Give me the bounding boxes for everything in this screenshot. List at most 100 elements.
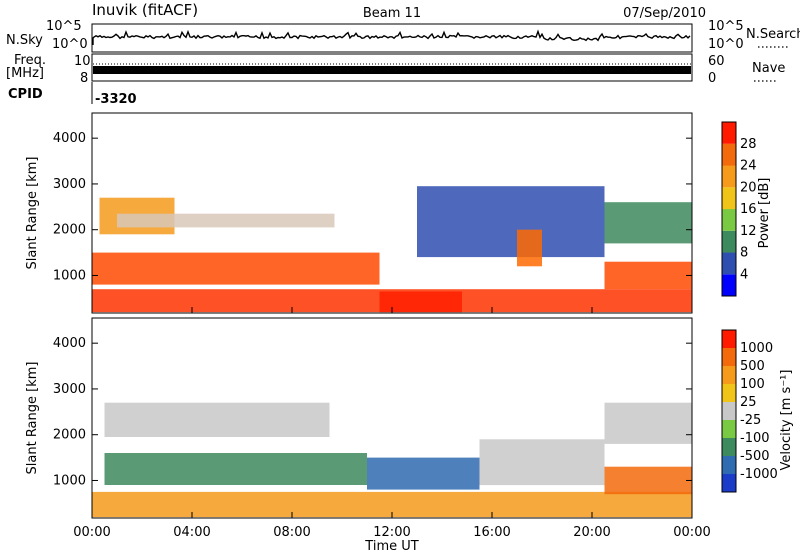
velocity-xtick-label-6: 00:00: [673, 525, 710, 540]
velocity-colorbar-label: Velocity [m s⁻¹]: [779, 370, 794, 471]
velocity-colorbar-tick-0: 1000: [740, 341, 773, 356]
power-ytick-label-2: 3000: [53, 177, 86, 192]
power-xaxis: [91, 307, 693, 313]
date-label: 07/Sep/2010: [623, 6, 706, 21]
velocity-ytick-label-0: 1000: [53, 473, 86, 488]
velocity-band-6: [604, 402, 692, 444]
power-colorbar-tick-5: 24: [740, 159, 757, 174]
nsky-tick-low: 10^0: [52, 37, 88, 52]
freq-unit-label: [MHz]: [6, 66, 44, 81]
velocity-xaxis: 00:00 04:00 08:00 12:00 16:00 20:00 00:00: [73, 512, 711, 540]
nsearch-label: N.Search: [746, 27, 800, 42]
freq-frame: [91, 53, 693, 82]
power-yaxis: 1000 2000 3000 4000: [53, 131, 692, 283]
velocity-band-2: [104, 402, 330, 437]
velocity-colorbar-frame: [721, 329, 737, 493]
velocity-xtick-label-4: 16:00: [473, 525, 510, 540]
power-colorbar-frame: [721, 121, 737, 297]
power-ylabel: Slant Range [km]: [25, 157, 40, 270]
velocity-colorbar-tick-7: -1000: [740, 467, 778, 482]
velocity-band-3: [367, 457, 480, 490]
nsearch-tick-high: 10^5: [708, 19, 744, 34]
power-colorbar-swatch-1: [722, 252, 736, 275]
velocity-colorbar-swatch-2: [722, 438, 736, 456]
velocity-colorbar-tick-5: -100: [740, 431, 770, 446]
power-band-1: [92, 252, 380, 285]
nave-label: Nave: [752, 61, 785, 76]
power-data: [92, 186, 692, 313]
power-colorbar: 4 8 12 16 20 24 28: [721, 121, 757, 297]
velocity-band-1: [104, 453, 367, 485]
beam-label: Beam 11: [363, 6, 421, 21]
freq-label: Freq.: [14, 53, 46, 68]
freq-tick-low: 8: [80, 71, 88, 86]
power-band-4: [379, 291, 462, 313]
nsky-trace: [92, 29, 691, 45]
power-ytick-label-3: 4000: [53, 131, 86, 146]
velocity-colorbar-tick-4: -25: [740, 413, 761, 428]
velocity-data: [92, 402, 692, 518]
power-colorbar-tick-1: 8: [740, 246, 748, 261]
power-colorbar-swatch-6: [722, 143, 736, 166]
velocity-xtick-label-2: 08:00: [273, 525, 310, 540]
velocity-colorbar-tick-1: 500: [740, 359, 765, 374]
power-colorbar-tick-6: 28: [740, 137, 757, 152]
nsearch-tick-low: 10^0: [708, 37, 744, 52]
velocity-colorbar-tick-3: 25: [740, 395, 757, 410]
velocity-yaxis: 1000 2000 3000 4000: [53, 336, 692, 488]
velocity-band-4: [479, 439, 605, 486]
velocity-colorbar-swatch-1: [722, 456, 736, 474]
power-band-3: [117, 213, 335, 228]
xaxis-label: Time UT: [364, 539, 418, 554]
nave-tick-high: 60: [708, 54, 725, 69]
power-band-7: [604, 202, 692, 244]
power-panel: 1000 2000 3000 4000 Slant Range [km] 4 8 12 16…: [25, 112, 772, 314]
velocity-colorbar-swatch-4: [722, 402, 736, 420]
power-colorbar-tick-3: 16: [740, 202, 757, 217]
power-colorbar-tick-0: 4: [740, 267, 748, 282]
nsky-tick-high: 10^5: [46, 19, 82, 34]
nsky-frame: [91, 23, 693, 53]
velocity-colorbar: 1000 500 100 25 -25 -100 -500 -1000: [721, 329, 778, 493]
power-colorbar-swatch-2: [722, 230, 736, 253]
power-band-8: [604, 261, 692, 290]
velocity-colorbar-swatch-8: [722, 330, 736, 348]
power-colorbar-tick-4: 20: [740, 180, 757, 195]
velocity-colorbar-tick-6: -500: [740, 449, 770, 464]
power-colorbar-tick-2: 12: [740, 224, 757, 239]
power-colorbar-swatch-3: [722, 209, 736, 231]
freq-trace: [93, 66, 691, 74]
power-colorbar-swatch-0: [722, 274, 736, 297]
freq-panel: Freq. [MHz] 10 8 60 0 Nave: [6, 53, 785, 86]
velocity-colorbar-swatch-5: [722, 384, 736, 402]
velocity-ytick-label-3: 4000: [53, 336, 86, 351]
power-colorbar-label: Power [dB]: [757, 178, 772, 249]
nsky-label: N.Sky: [6, 33, 43, 48]
cpid-value: -3320: [95, 92, 137, 107]
velocity-colorbar-swatch-0: [722, 474, 736, 492]
freq-tick-high: 10: [74, 54, 91, 69]
nsky-panel: N.Sky 10^5 10^0 10^5 10^0 N.Search: [6, 19, 800, 53]
power-colorbar-swatch-4: [722, 187, 736, 210]
power-band-6: [517, 229, 542, 267]
velocity-xtick-label-3: 12:00: [373, 525, 410, 540]
nave-tick-low: 0: [708, 71, 716, 86]
velocity-band-5: [604, 466, 692, 495]
velocity-ylabel: Slant Range [km]: [25, 362, 40, 475]
velocity-colorbar-swatch-7: [722, 348, 736, 366]
cpid-label: CPID: [8, 87, 43, 102]
station-title: Inuvik (fitACF): [92, 1, 198, 19]
velocity-xtick-label-1: 04:00: [173, 525, 210, 540]
power-ytick-label-1: 2000: [53, 223, 86, 238]
velocity-colorbar-swatch-6: [722, 366, 736, 384]
velocity-xtick-label-5: 20:00: [573, 525, 610, 540]
velocity-colorbar-tick-2: 100: [740, 377, 765, 392]
power-band-5: [417, 186, 605, 258]
velocity-ytick-label-1: 2000: [53, 428, 86, 443]
power-ytick-label-0: 1000: [53, 268, 86, 283]
power-colorbar-swatch-5: [722, 165, 736, 188]
velocity-ytick-label-2: 3000: [53, 382, 86, 397]
velocity-xtick-label-0: 00:00: [73, 525, 110, 540]
